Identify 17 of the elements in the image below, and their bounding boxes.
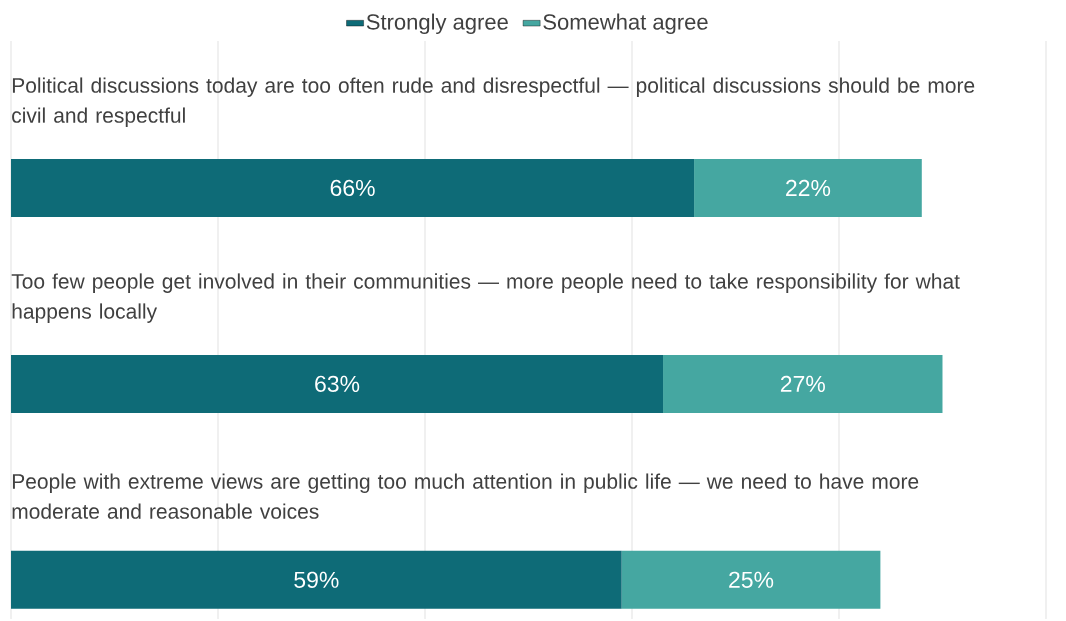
legend-label: Strongly agree [366, 13, 508, 35]
y-tick-label: Too few people get involved in their communities — more people need to take responsibility for what happens locally [11, 273, 960, 323]
data-label: 66% [330, 179, 375, 197]
data-label: 63% [315, 375, 360, 393]
bar [11, 354, 664, 413]
bar [621, 550, 881, 609]
bar [663, 354, 943, 413]
bar [11, 550, 622, 609]
bar [11, 158, 695, 217]
bar [694, 158, 922, 217]
legend-label: Somewhat agree [543, 13, 708, 35]
data-label: 25% [729, 571, 774, 588]
y-tick-label: People with extreme views are getting too much attention in public life — we need to have more moderate and reasonable voices [12, 473, 919, 519]
data-label: 27% [780, 375, 825, 392]
data-label: 59% [294, 571, 339, 588]
data-label: 22% [786, 179, 831, 197]
y-tick-label: Political discussions today are too often rude and disrespectful — political discussions should be more civil and respectful [12, 77, 975, 128]
